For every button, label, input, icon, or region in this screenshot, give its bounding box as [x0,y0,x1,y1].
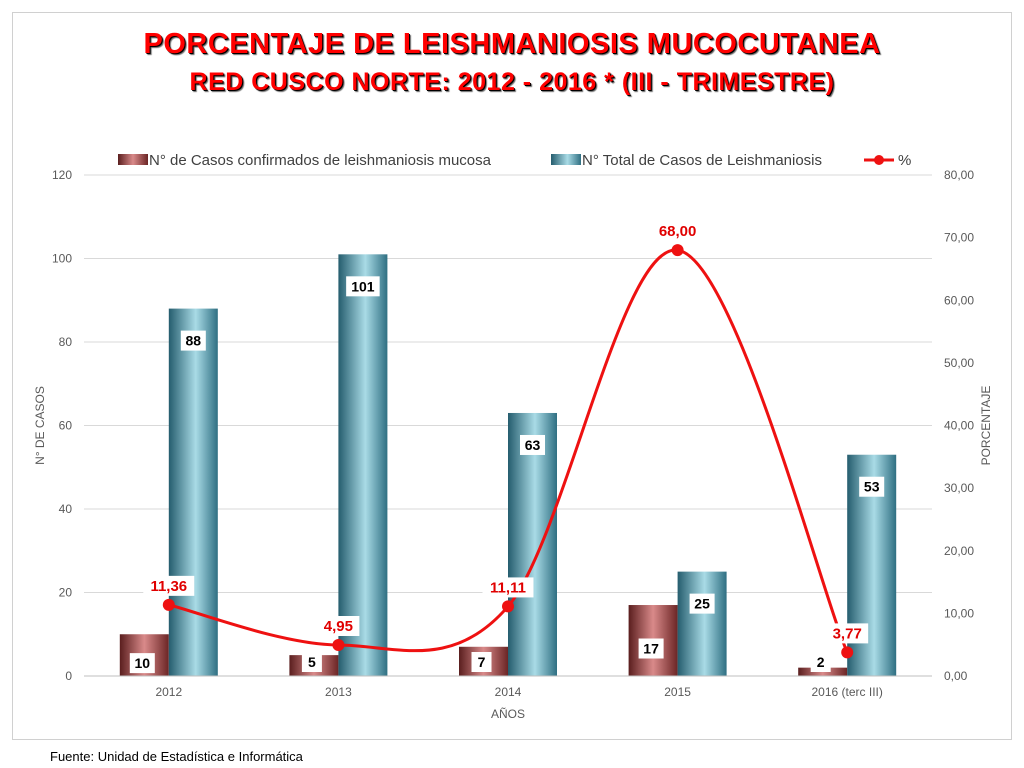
percent-label: 11,11 [490,579,526,596]
percent-label: 4,95 [324,618,353,635]
x-tick-label: 2013 [325,685,352,699]
x-tick-label: 2015 [664,685,691,699]
y-tick-label: 100 [52,252,72,266]
legend-total-label: N° Total de Casos de Leishmaniosis [582,152,822,169]
y2-tick-label: 50,00 [944,356,974,370]
percent-label-bg [652,221,704,242]
y2-axis-title: PORCENTAJE [979,386,993,466]
legend-percent-marker [874,155,884,165]
y2-tick-label: 80,00 [944,168,974,182]
y-axis-title: N° DE CASOS [33,386,47,465]
bar-total-label-bg [859,476,885,497]
y2-tick-label: 40,00 [944,419,974,433]
bar-total-label-bg [180,330,206,351]
bar-total-label: 53 [864,479,880,495]
x-tick-label: 2012 [155,685,182,699]
y-tick-label: 60 [59,419,73,433]
x-tick-label: 2016 (terc III) [812,685,883,699]
bar-mucosa-label-bg [301,652,322,672]
chart-title: PORCENTAJE DE LEISHMANIOSIS MUCOCUTANEA [143,28,881,60]
bar-mucosa-label: 2 [817,654,825,670]
source-note: Fuente: Unidad de Estadística e Informát… [50,749,303,764]
bar-total [338,254,388,676]
bar-total [677,571,727,676]
percent-point [162,598,175,611]
bar-total [168,308,218,676]
bar-mucosa-label: 17 [643,641,659,657]
bar-mucosa-label-bg [129,653,155,674]
bar-total-label-bg [689,593,715,614]
percent-label: 3,77 [833,625,862,642]
x-axis-title: AÑOS [491,707,525,721]
y2-tick-label: 60,00 [944,293,974,307]
x-tick-label: 2014 [495,685,522,699]
percent-point [332,639,345,652]
bar-mucosa-label-bg [810,652,831,672]
percent-label: 68,00 [659,223,697,240]
percent-label-bg [317,616,360,637]
bar-mucosa-label-bg [471,652,492,672]
percent-label-bg [143,575,195,596]
y2-tick-label: 0,00 [944,669,968,683]
percent-point [841,646,854,659]
legend-mucosa-swatch [118,154,148,165]
percent-line [168,248,849,653]
percent-point [671,244,684,257]
bar-total-label: 63 [525,437,541,453]
y-tick-label: 0 [65,669,72,683]
legend-mucosa-label: N° de Casos confirmados de leishmaniosis… [149,152,492,169]
bar-total-label: 101 [351,278,375,294]
percent-label: 11,36 [150,578,187,595]
y-tick-label: 120 [52,168,72,182]
y2-tick-label: 10,00 [944,606,974,620]
y2-tick-label: 70,00 [944,231,974,245]
bar-total [508,412,557,676]
bar-mucosa-label: 10 [135,655,151,671]
bar-total-label: 88 [186,333,202,349]
percent-point [502,600,514,613]
chart-subtitle: RED CUSCO NORTE: 2012 - 2016 * (III - TR… [189,68,835,96]
percent-label-bg [826,623,869,644]
bar-mucosa-label-bg [638,638,664,659]
bar-mucosa-label: 7 [478,654,486,670]
y-tick-label: 40 [59,502,73,516]
bar-mucosa-label: 5 [308,654,316,670]
legend-total-swatch [551,154,581,165]
y-tick-label: 80 [59,335,73,349]
percent-label-bg [482,577,534,598]
bar-total-label-bg [520,434,545,455]
bar-total-label: 25 [694,596,710,612]
legend-percent-label: % [898,152,911,169]
y-tick-label: 20 [59,586,73,600]
y2-tick-label: 30,00 [944,481,974,495]
y2-tick-label: 20,00 [944,544,974,558]
bar-total-label-bg [346,276,380,297]
